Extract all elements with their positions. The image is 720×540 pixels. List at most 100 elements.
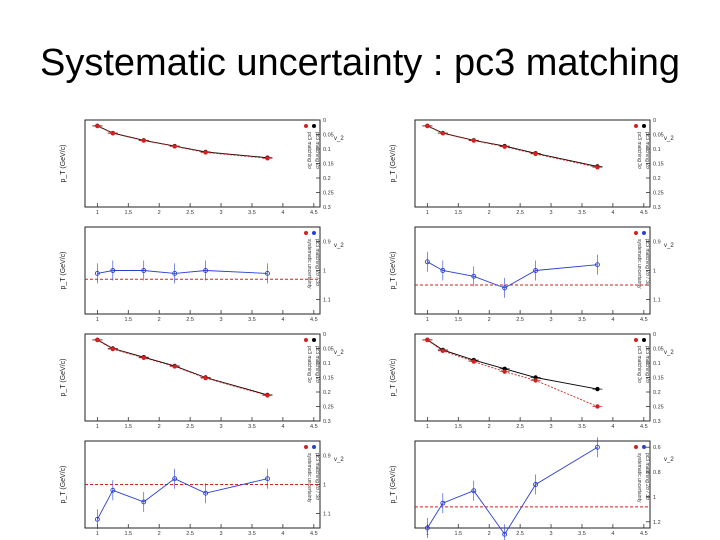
data-point: [533, 268, 539, 273]
value-tick-label: 1: [323, 269, 326, 275]
value-tick-label: 0.15: [653, 162, 664, 168]
legend-marker: [304, 124, 308, 128]
value-tick-label: 0.3: [323, 205, 331, 211]
data-point: [265, 156, 270, 161]
value-tick-label: 0.2: [653, 390, 661, 396]
value-axis-title: v_2: [334, 350, 344, 356]
pt-tick-label: 3: [220, 531, 223, 537]
data-point: [595, 404, 600, 409]
pt-tick-label: 1.5: [124, 424, 132, 430]
panel-right-1: 1 1.5 2 2.5 3 3.5 4 4.5 p_T (GeV/c) 0 0.05 0.1 0.15 0…: [390, 118, 674, 216]
value-tick-label: 0.25: [323, 191, 334, 197]
plot-frame: [414, 440, 651, 529]
legend-entry: pc3 matching 2σ / 3σ: [314, 239, 320, 287]
pt-tick-label: 4.5: [640, 424, 648, 430]
data-point: [141, 138, 146, 143]
pt-tick-label: 4.5: [640, 531, 648, 537]
value-tick-label: 0.05: [653, 347, 664, 353]
legend-marker: [642, 124, 646, 128]
legend-marker: [642, 445, 646, 449]
data-point: [264, 476, 270, 482]
data-point: [594, 444, 600, 450]
value-tick-label: 0.15: [323, 376, 334, 382]
legend-entry: pc3 matching 3σ: [306, 346, 312, 384]
value-axis-title: v_2: [334, 243, 344, 249]
legend-marker: [642, 231, 646, 235]
pt-tick-label: 1: [426, 317, 429, 323]
series-line: [97, 339, 268, 396]
data-point: [533, 151, 538, 157]
legend-marker: [312, 445, 316, 449]
pt-tick-label: 4: [281, 424, 284, 430]
pt-tick-label: 1: [96, 210, 99, 216]
data-point: [440, 268, 446, 273]
value-tick-label: 0.1: [323, 147, 331, 153]
value-tick-label: 0.3: [653, 205, 661, 211]
value-tick-label: 0.1: [653, 361, 661, 367]
legend-marker: [642, 338, 646, 342]
data-point: [172, 270, 178, 276]
pt-tick-label: 3.5: [248, 210, 256, 216]
data-point: [203, 490, 209, 496]
pt-tick-label: 4.5: [310, 210, 318, 216]
data-point: [440, 348, 446, 354]
pt-tick-label: 4.5: [640, 317, 648, 323]
pt-axis-title: p_T (GeV/c): [60, 252, 67, 290]
value-tick-label: 0.8: [653, 470, 661, 476]
pt-tick-label: 1: [96, 317, 99, 323]
data-point: [95, 337, 100, 343]
pt-tick-label: 4.5: [640, 210, 648, 216]
pt-tick-label: 1: [96, 531, 99, 537]
value-tick-label: 0.25: [653, 191, 664, 197]
data-point: [502, 144, 507, 149]
value-tick-label: 0.15: [323, 162, 334, 168]
value-tick-label: 1: [653, 495, 656, 501]
pt-tick-label: 2: [488, 531, 491, 537]
pt-tick-label: 2.5: [516, 317, 524, 323]
data-point: [141, 268, 147, 273]
pt-tick-label: 3: [220, 424, 223, 430]
pt-axis-title: p_T (GeV/c): [60, 145, 67, 183]
value-tick-label: 0.3: [653, 419, 661, 425]
data-point: [502, 369, 507, 374]
pt-tick-label: 3.5: [578, 531, 586, 537]
value-tick-label: 1: [653, 269, 656, 275]
pt-tick-label: 3: [550, 317, 553, 323]
data-point: [203, 375, 208, 381]
legend-entry: pc3 matching 2σ / 3σ: [644, 239, 650, 287]
data-point: [595, 386, 600, 392]
pt-tick-label: 2.5: [186, 424, 194, 430]
pt-tick-label: 2.5: [186, 210, 194, 216]
pt-tick-label: 1: [426, 424, 429, 430]
legend-entry: pc3 matching 2σ: [314, 346, 320, 384]
panel-right-3: 1 1.5 2 2.5 3 3.5 4 4.5 p_T (GeV/c) 0 0.05 0.1 0.15 0…: [390, 332, 674, 430]
pt-tick-label: 3.5: [578, 424, 586, 430]
pt-axis-title: p_T (GeV/c): [390, 252, 397, 290]
value-tick-label: 1.2: [653, 520, 661, 526]
pt-tick-label: 2: [158, 317, 161, 323]
data-point: [440, 500, 446, 506]
value-tick-label: 0.15: [653, 376, 664, 382]
plots-grid: 1 1.5 2 2.5 3 3.5 4 4.5 p_T (GeV/c) 0 0.05 0.1 0.15 0…: [60, 118, 674, 540]
pt-tick-label: 4: [281, 317, 284, 323]
legend-entry: systematic uncertainty: [306, 239, 312, 289]
pt-tick-label: 1.5: [124, 531, 132, 537]
panel-left-4: 1 1.5 2 2.5 3 3.5 4 4.5 p_T (GeV/c) 0.9 1 1.1 v_2 pc3…: [60, 440, 344, 537]
pt-tick-label: 4: [611, 424, 614, 430]
pt-axis-title: p_T (GeV/c): [390, 466, 397, 504]
data-point: [502, 285, 508, 291]
data-point: [94, 516, 100, 522]
pt-tick-label: 2: [488, 424, 491, 430]
legend-entry: pc3 matching 2σ: [644, 132, 650, 170]
data-point: [424, 259, 430, 265]
pt-tick-label: 1: [96, 424, 99, 430]
legend-marker: [312, 231, 316, 235]
pt-tick-label: 3.5: [248, 424, 256, 430]
data-point: [110, 268, 116, 273]
data-point: [172, 144, 177, 149]
panel-left-2: 1 1.5 2 2.5 3 3.5 4 4.5 p_T (GeV/c) 0.9 1 1.1 v_2 pc3…: [60, 226, 344, 323]
legend-marker: [304, 445, 308, 449]
ratio-line: [96, 478, 268, 520]
pt-tick-label: 3.5: [248, 531, 256, 537]
pt-tick-label: 2: [158, 531, 161, 537]
